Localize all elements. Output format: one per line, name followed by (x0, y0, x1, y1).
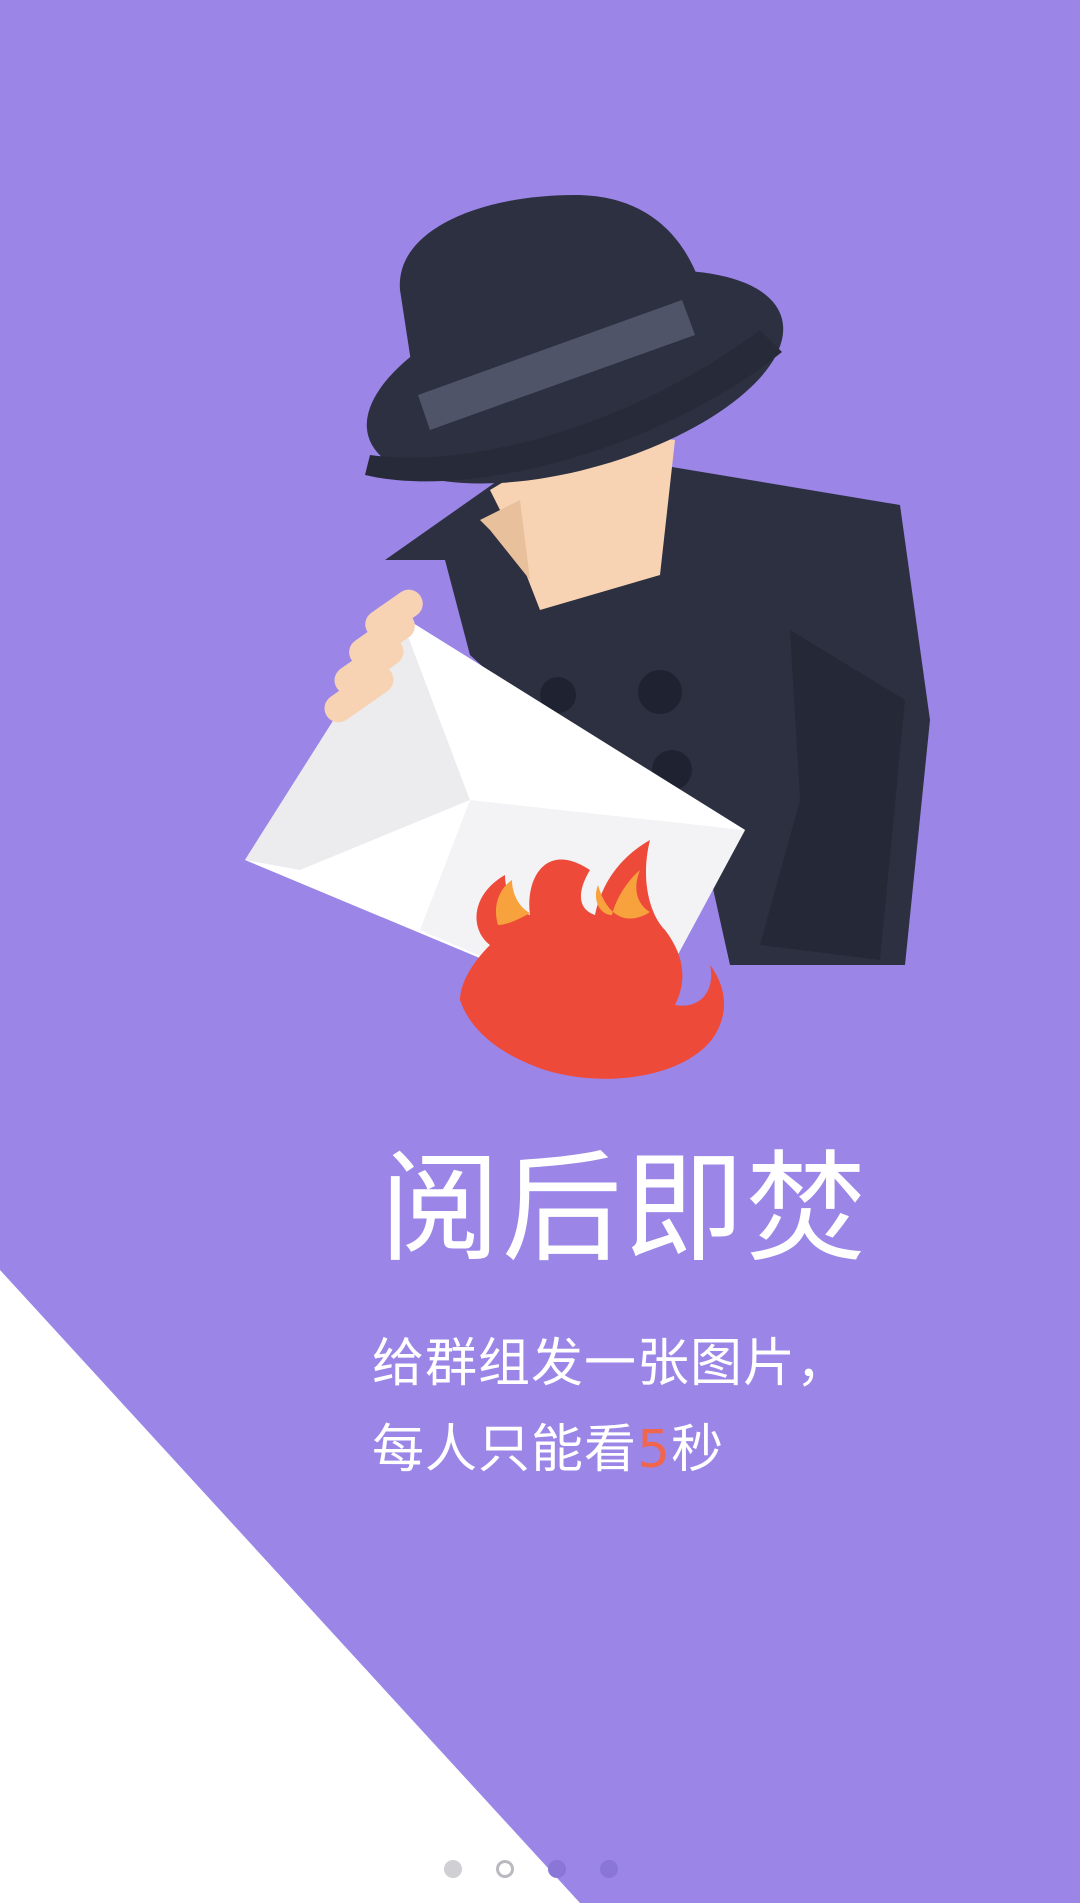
feature-description-line1: 给群组发一张图片， (372, 1334, 850, 1394)
white-corner-shape (0, 1270, 580, 1903)
coat-fold (760, 630, 905, 960)
description-prefix: 每人只能看 (372, 1420, 638, 1480)
spy-illustration (365, 195, 930, 965)
hat-crown (399, 195, 705, 420)
page-dot-4[interactable] (600, 1860, 618, 1878)
coat-button (638, 670, 682, 714)
feature-description-line2: 每人只能看5秒 (372, 1424, 724, 1476)
hat-brim-edge (365, 330, 782, 482)
coat-button (540, 677, 576, 713)
page-dot-1[interactable] (444, 1860, 462, 1878)
feature-title: 阅后即焚 (380, 1140, 868, 1279)
description-suffix: 秒 (671, 1420, 725, 1480)
envelope-side-flap (245, 615, 470, 870)
page-indicator[interactable] (444, 1857, 618, 1881)
hat-band (418, 300, 695, 430)
seconds-number: 5 (637, 1420, 672, 1480)
flame-icon (460, 840, 725, 1079)
hand-illustration (324, 589, 423, 723)
page-dot-2[interactable] (496, 1860, 514, 1878)
face-shadow (480, 500, 530, 580)
page-dot-3[interactable] (548, 1860, 566, 1878)
envelope-top-flap (400, 615, 745, 830)
